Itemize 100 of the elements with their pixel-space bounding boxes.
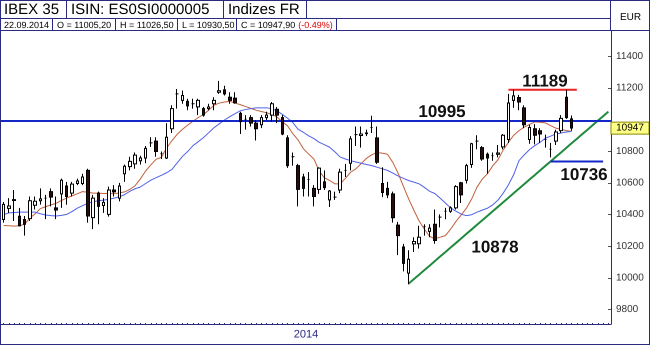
candlestick	[81, 173, 84, 186]
y-tick-label: 10600	[616, 178, 644, 189]
candlestick	[181, 90, 184, 104]
chart-subtitle: ISIN: ES0SI0000005	[71, 1, 210, 18]
candlestick	[486, 152, 489, 174]
candlestick	[391, 191, 395, 224]
candlestick	[60, 178, 63, 208]
candlestick	[170, 104, 174, 134]
candlestick	[260, 114, 263, 129]
candlestick	[175, 88, 179, 110]
y-tick-label: 11400	[616, 50, 644, 62]
text: 22.09.2014	[4, 20, 50, 30]
candlestick	[18, 207, 21, 227]
y-tick-label: 11200	[616, 82, 644, 94]
candlestick	[217, 80, 221, 94]
candlestick	[381, 166, 384, 198]
text: H = 11026,50	[120, 20, 174, 30]
candlestick	[338, 168, 342, 194]
candlestick	[144, 145, 147, 164]
text: O = 11005,20	[57, 20, 112, 30]
candlestick	[402, 243, 405, 272]
candlestick	[223, 85, 226, 96]
candlestick	[302, 173, 305, 198]
candlestick	[39, 188, 42, 206]
text: (-0.49%)	[298, 20, 333, 30]
candlestick	[512, 89, 515, 108]
candlestick	[475, 134, 479, 150]
x-axis-title: 2014	[294, 328, 318, 340]
candlestick	[44, 194, 47, 220]
candlestick	[160, 151, 163, 160]
candlestick	[239, 111, 242, 134]
ref-line-label: 10995	[418, 102, 466, 121]
candlestick	[102, 198, 105, 214]
candlestick	[7, 198, 11, 214]
candlestick	[202, 106, 205, 118]
candlestick	[396, 221, 400, 256]
y-axis-title: EUR	[611, 0, 650, 31]
candlestick	[139, 155, 142, 166]
candlestick	[333, 191, 337, 200]
y-tick-label: 10800	[616, 146, 644, 157]
annotation: 11189	[522, 71, 568, 90]
candlestick	[344, 163, 347, 178]
candlestick	[565, 89, 568, 120]
candlestick	[123, 164, 126, 182]
candlestick	[76, 178, 79, 186]
candlestick	[444, 207, 447, 220]
candlestick	[70, 181, 74, 198]
candlestick	[186, 98, 189, 111]
candlestick	[428, 224, 431, 238]
candlestick	[507, 93, 510, 144]
candlestick	[349, 136, 352, 171]
candlestick	[491, 152, 494, 162]
candlestick	[265, 111, 268, 121]
candlestick	[522, 104, 526, 129]
y-tick-label: 10000	[616, 272, 644, 284]
candlestick	[365, 129, 368, 137]
candlestick	[501, 133, 505, 150]
candlestick	[328, 190, 331, 208]
text: C = 10947,90	[241, 20, 296, 30]
chart-title: IBEX 35	[4, 1, 60, 18]
candlestick	[307, 172, 310, 198]
candlestick	[449, 206, 452, 214]
candlestick	[480, 145, 484, 162]
candlestick	[370, 115, 373, 134]
candlestick	[465, 163, 468, 184]
candlestick	[244, 114, 247, 130]
candlestick	[528, 124, 531, 144]
candlestick	[49, 188, 53, 207]
text: Indizes FR	[228, 1, 300, 18]
candlestick	[281, 114, 284, 136]
candlestick	[570, 114, 573, 132]
annotation: 10947	[616, 122, 644, 134]
candlestick	[286, 134, 289, 168]
candlestick	[554, 129, 558, 146]
candlestick	[549, 142, 552, 158]
y-tick-label: 9800	[616, 304, 639, 316]
candlestick	[433, 208, 437, 244]
candlestick	[296, 163, 300, 207]
candlestick	[496, 144, 500, 158]
candlestick	[375, 126, 379, 164]
candlestick	[212, 96, 216, 111]
candlestick	[438, 214, 442, 228]
text: L = 10930,50	[182, 20, 234, 30]
candlestick	[23, 215, 26, 236]
y-tick-label: 10400	[616, 209, 644, 220]
candlestick	[470, 142, 473, 168]
candlestick	[2, 202, 5, 224]
candlestick	[291, 152, 295, 166]
candlestick	[118, 182, 121, 202]
candlestick	[165, 122, 168, 160]
y-tick-label: 10200	[616, 240, 644, 252]
candlestick	[97, 191, 100, 225]
candlestick	[65, 181, 68, 206]
candlestick	[323, 170, 326, 191]
candlestick	[207, 103, 210, 111]
candlestick	[544, 134, 547, 148]
candlestick	[407, 250, 410, 285]
candlestick	[559, 114, 563, 134]
candlestick	[423, 224, 426, 236]
annotation: 10878	[471, 238, 519, 256]
